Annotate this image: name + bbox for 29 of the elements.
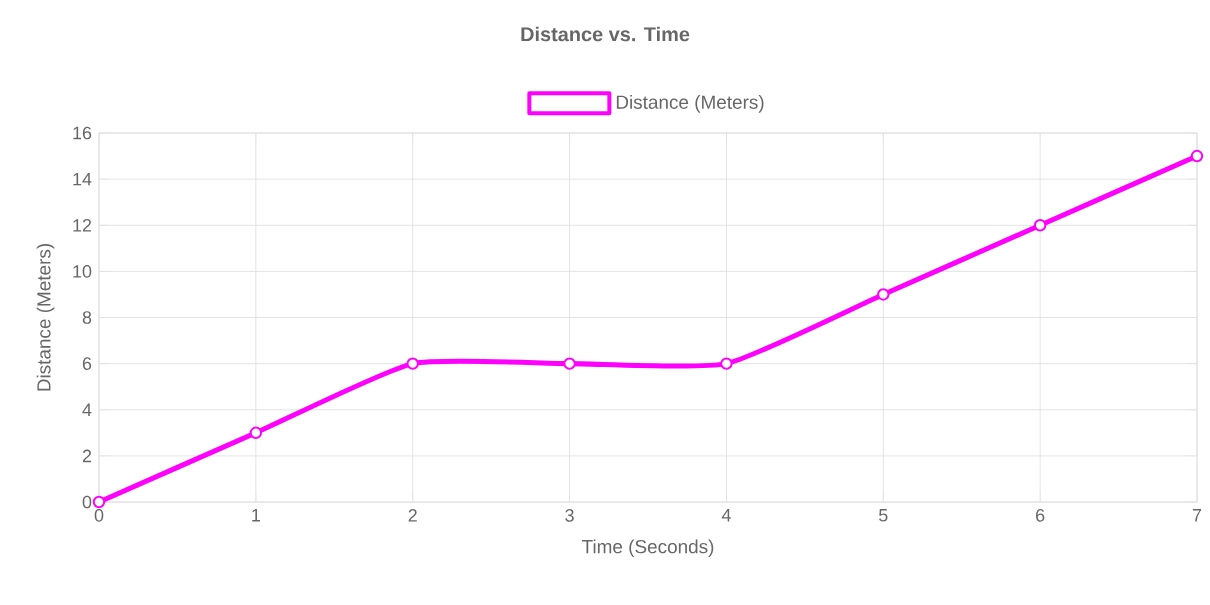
y-tick-label: 10 (73, 265, 92, 278)
y-tick-label: 4 (82, 403, 92, 416)
point (92, 495, 106, 509)
x-tick-label: 4 (721, 509, 731, 522)
point (1190, 149, 1204, 163)
y-tick-label: 0 (82, 495, 92, 509)
y-tick-label: 12 (73, 218, 92, 232)
y-axis-title: Distance (Meters) (36, 244, 55, 391)
point (1033, 219, 1047, 232)
x-tick-label: 2 (408, 509, 417, 522)
point (720, 357, 733, 370)
y-tick-label: 6 (82, 357, 92, 370)
point (563, 357, 576, 370)
y-tick-label: 2 (82, 449, 92, 463)
y-tick-label: 16 (73, 126, 92, 140)
x-tick-label: 7 (1192, 509, 1202, 522)
y-tick-label: 14 (73, 172, 92, 186)
chart-title: Distance vs. Time (521, 26, 690, 42)
x-tick-label: 0 (94, 509, 104, 522)
x-axis-title: Time (Seconds) (582, 539, 714, 558)
x-tick-label: 3 (565, 509, 574, 522)
point (406, 357, 419, 370)
point (877, 288, 890, 301)
x-tick-label: 1 (252, 509, 260, 522)
point (249, 426, 263, 440)
x-tick-label: 6 (1036, 509, 1045, 522)
y-tick-label: 8 (82, 311, 92, 324)
legend-label: Distance (Meters) (616, 95, 764, 113)
x-tick-label: 5 (879, 509, 888, 522)
